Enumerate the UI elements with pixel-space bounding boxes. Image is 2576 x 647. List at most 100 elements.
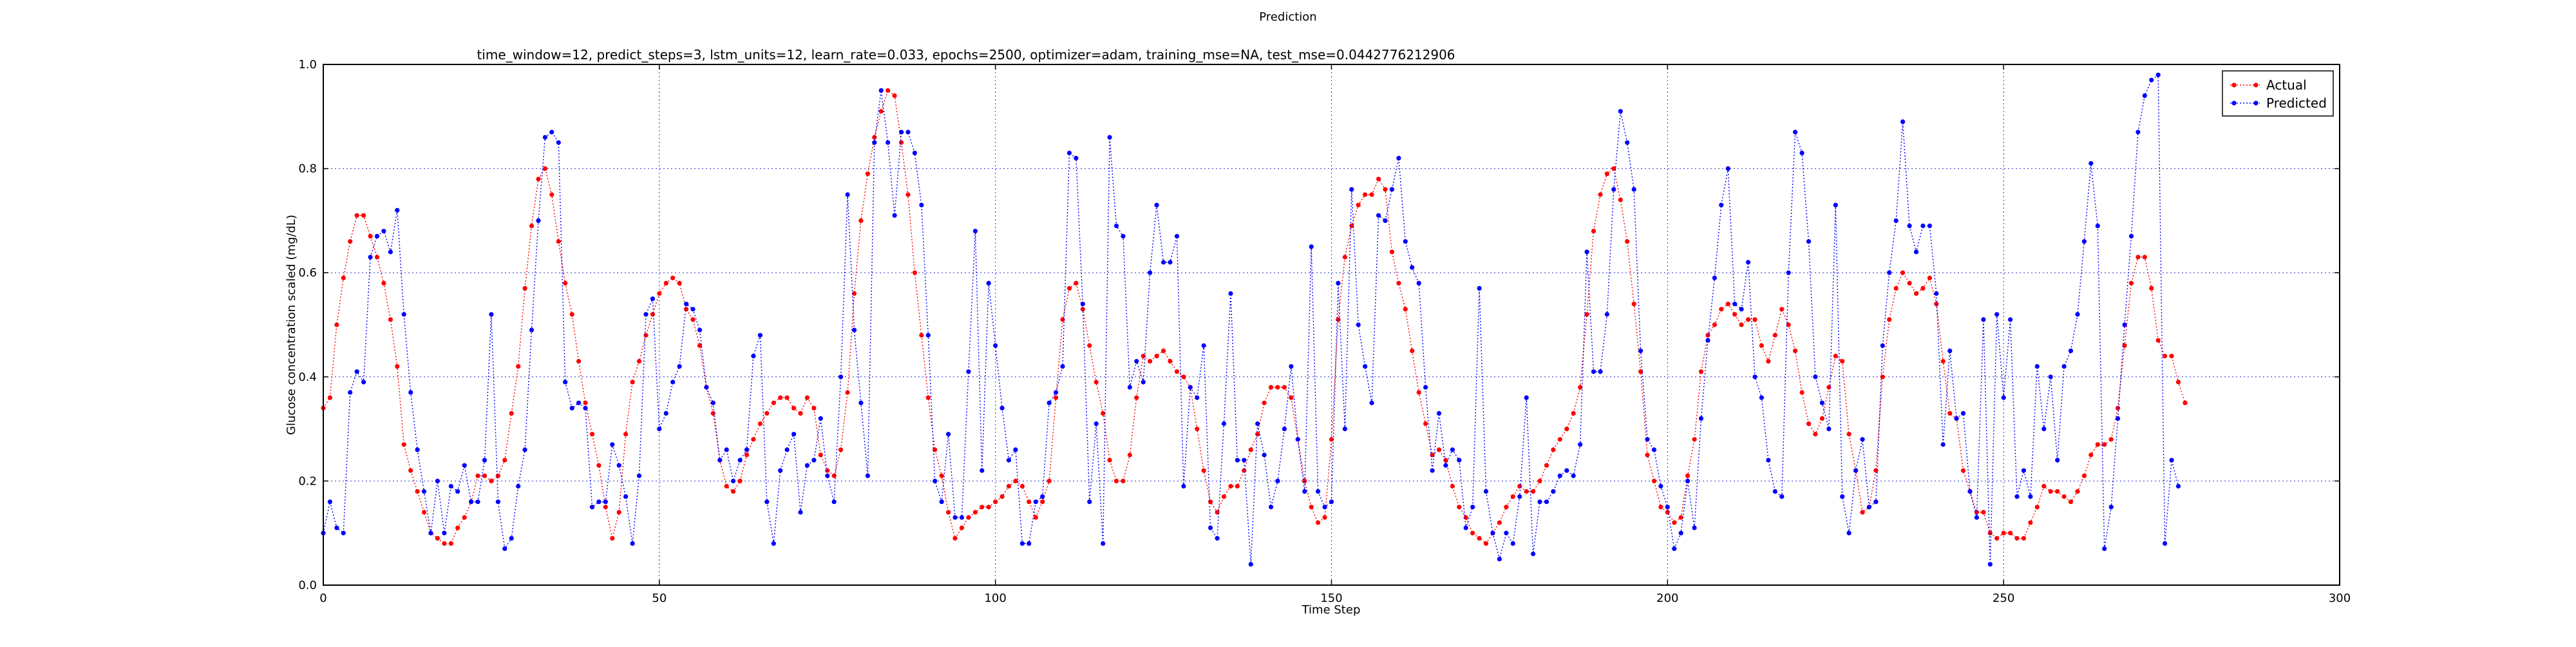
series-actual [321, 88, 2188, 546]
data-point-actual [529, 223, 535, 229]
data-point-actual [2048, 489, 2053, 494]
data-point-actual [1316, 520, 1321, 525]
data-point-actual [851, 291, 857, 296]
data-point-predicted [1127, 385, 1132, 390]
data-point-predicted [489, 312, 494, 317]
data-point-predicted [1887, 270, 1892, 275]
data-point-predicted [1853, 468, 1859, 473]
data-point-predicted [1141, 380, 1146, 385]
data-point-predicted [596, 499, 601, 505]
data-point-actual [2102, 442, 2107, 447]
data-point-predicted [670, 380, 676, 385]
data-point-actual [710, 410, 715, 416]
data-point-predicted [1054, 390, 1059, 395]
y-tick-label: 0.4 [298, 371, 317, 384]
data-point-predicted [2001, 395, 2006, 400]
data-point-actual [1134, 395, 1139, 400]
data-point-actual [509, 410, 514, 416]
data-point-predicted [583, 405, 588, 410]
data-point-actual [1524, 489, 1529, 494]
data-point-predicted [395, 208, 400, 213]
data-point-actual [999, 494, 1005, 499]
data-point-actual [448, 541, 453, 546]
data-point-actual [1685, 473, 1690, 478]
data-point-actual [1712, 322, 1717, 327]
data-point-predicted [415, 447, 420, 452]
data-point-actual [1631, 302, 1636, 307]
data-point-actual [886, 88, 891, 93]
data-point-predicted [1195, 395, 1200, 400]
data-point-actual [845, 390, 850, 395]
x-tick-label: 50 [652, 592, 667, 605]
data-point-actual [1269, 385, 1274, 390]
data-point-actual [1987, 530, 1993, 536]
data-point-predicted [939, 499, 944, 505]
data-point-actual [576, 359, 582, 364]
legend-label: Actual [2266, 77, 2307, 93]
data-point-predicted [1403, 239, 1408, 244]
data-point-predicted [1094, 421, 1099, 427]
data-point-predicted [603, 499, 608, 505]
data-point-predicted [1107, 135, 1112, 140]
data-point-predicted [1019, 541, 1025, 546]
data-point-actual [1054, 395, 1059, 400]
data-point-actual [737, 478, 743, 484]
data-point-actual [408, 468, 413, 473]
x-tick-label: 250 [1993, 592, 2014, 605]
data-point-actual [663, 280, 668, 285]
data-point-predicted [2028, 494, 2033, 499]
data-point-predicted [966, 369, 971, 374]
data-point-predicted [697, 327, 703, 333]
data-point-predicted [899, 130, 904, 135]
data-point-actual [1746, 317, 1751, 322]
data-point-actual [1228, 483, 1233, 489]
data-point-actual [1403, 307, 1408, 312]
data-point-actual [784, 395, 790, 400]
data-point-predicted [2155, 72, 2161, 77]
data-point-predicted [1551, 489, 1556, 494]
data-point-actual [556, 239, 561, 244]
data-point-actual [1094, 380, 1099, 385]
data-point-actual [1806, 421, 1812, 427]
data-point-actual [361, 213, 366, 218]
data-point-actual [1591, 229, 1596, 234]
data-point-predicted [1349, 187, 1354, 192]
data-point-predicted [1665, 505, 1670, 510]
data-point-actual [1934, 302, 1939, 307]
data-point-actual [791, 405, 797, 410]
data-point-predicted [1208, 525, 1213, 530]
data-point-actual [1376, 177, 1381, 182]
data-point-actual [1981, 510, 1986, 515]
data-point-predicted [1900, 119, 1906, 124]
data-point-actual [959, 525, 965, 530]
data-point-predicted [1799, 150, 1804, 155]
data-point-predicted [509, 536, 514, 541]
data-point-actual [764, 410, 770, 416]
data-point-actual [1121, 478, 1126, 484]
data-point-actual [542, 166, 548, 171]
data-point-predicted [717, 458, 723, 463]
data-point-predicted [1282, 427, 1287, 432]
data-point-predicted [1033, 499, 1038, 505]
data-point-actual [751, 437, 756, 442]
data-point-predicted [1813, 374, 1818, 380]
data-point-actual [1994, 536, 2000, 541]
data-point-actual [381, 280, 386, 285]
y-axis-label: Glucose concentration scaled (mg/dL) [285, 215, 298, 435]
data-point-predicted [1746, 260, 1751, 265]
data-point-predicted [1483, 489, 1489, 494]
data-point-predicted [1006, 458, 1012, 463]
data-point-actual [1584, 312, 1589, 317]
data-point-predicted [959, 515, 965, 520]
data-point-predicted [1295, 437, 1300, 442]
data-point-actual [1840, 359, 1845, 364]
data-point-predicted [1793, 130, 1798, 135]
data-point-actual [1665, 510, 1670, 515]
data-point-actual [2175, 380, 2181, 385]
data-point-predicted [2175, 483, 2181, 489]
data-point-actual [2034, 505, 2040, 510]
data-point-predicted [1148, 270, 1153, 275]
data-point-predicted [825, 473, 830, 478]
data-point-predicted [1524, 395, 1529, 400]
